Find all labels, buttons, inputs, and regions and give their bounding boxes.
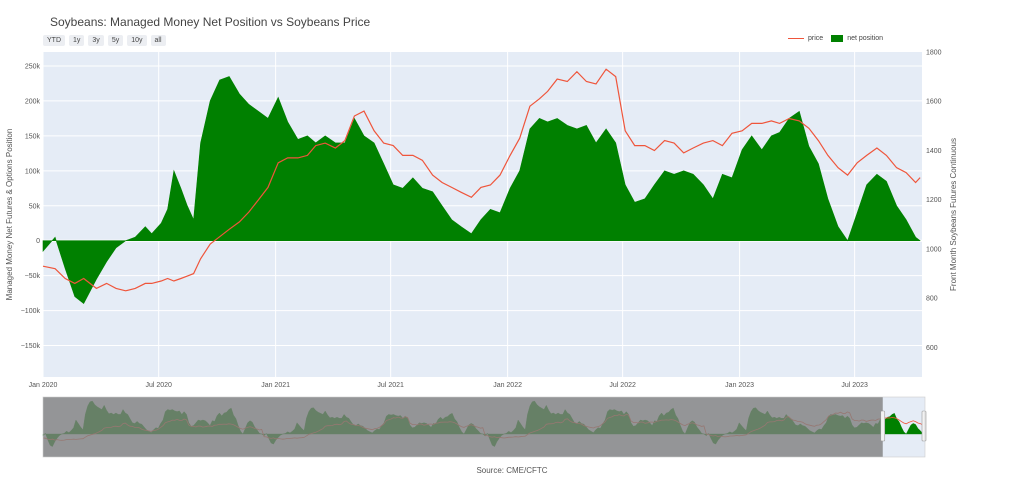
x-tick-label: Jan 2023 [725, 382, 754, 389]
series-price-line [42, 68, 921, 292]
x-tick-label: Jan 2021 [261, 382, 290, 389]
rangeslider-border [42, 396, 926, 458]
rangeslider-right-handle[interactable] [921, 410, 927, 442]
rangeslider-left-handle[interactable] [880, 410, 886, 442]
y-tick-label: −150k [21, 343, 41, 350]
range-button-ytd[interactable]: YTD [43, 35, 65, 46]
y-tick-label: 250k [25, 63, 41, 70]
y2-tick-label: 800 [926, 296, 938, 303]
y-tick-label: 0 [36, 238, 40, 245]
y2-tick-label: 1200 [926, 197, 942, 204]
range-button-all[interactable]: all [150, 35, 166, 46]
y-tick-label: 150k [25, 133, 41, 140]
legend-item-price[interactable]: price [788, 35, 823, 42]
legend-item-net-position[interactable]: net position [831, 35, 883, 42]
legend-line-swatch [788, 38, 804, 39]
range-button-1y[interactable]: 1y [69, 35, 85, 46]
y2-tick-label: 1800 [926, 50, 942, 57]
legend-area-swatch [831, 35, 844, 42]
rangeslider-unselected-mask [43, 397, 883, 457]
y-tick-label: 50k [29, 203, 41, 210]
y2-tick-label: 1600 [926, 99, 942, 106]
source-note: Source: CME/CFTC [476, 466, 548, 475]
range-button-3y[interactable]: 3y [88, 35, 104, 46]
legend-label-net-position: net position [847, 35, 883, 42]
legend: price net position [788, 35, 883, 42]
x-tick-label: Jul 2021 [377, 382, 404, 389]
x-tick-label: Jan 2022 [493, 382, 522, 389]
x-tick-label: Jul 2022 [609, 382, 636, 389]
y-axis-title: Managed Money Net Futures & Options Posi… [5, 129, 14, 301]
y2-axis-title: Front Month Soybeans Futures Continuous [949, 138, 958, 291]
y2-tick-label: 600 [926, 345, 938, 352]
range-button-5y[interactable]: 5y [107, 35, 124, 46]
range-selector: YTD 1y 3y 5y 10y all [43, 35, 166, 46]
y-tick-label: 100k [25, 168, 41, 175]
y2-tick-label: 1000 [926, 246, 942, 253]
x-tick-label: Jul 2020 [145, 382, 172, 389]
x-tick-label: Jul 2023 [841, 382, 868, 389]
x-tick-label: Jan 2020 [29, 382, 58, 389]
legend-label-price: price [808, 35, 824, 42]
y-tick-label: −50k [25, 273, 41, 280]
y2-tick-label: 1400 [926, 148, 942, 155]
y-tick-label: 200k [25, 98, 41, 105]
chart-title: Soybeans: Managed Money Net Position vs … [50, 15, 371, 29]
range-button-10y[interactable]: 10y [127, 35, 147, 46]
y-tick-label: −100k [21, 308, 41, 315]
